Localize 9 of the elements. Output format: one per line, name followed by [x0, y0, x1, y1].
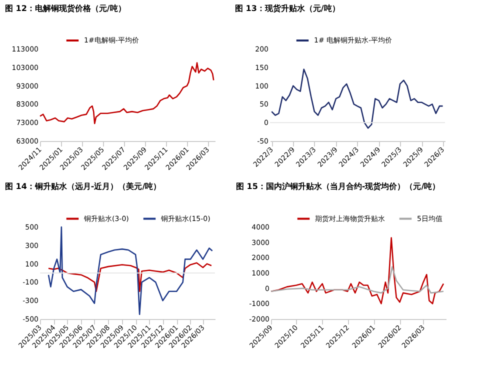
line-series — [270, 266, 444, 294]
line-series — [48, 226, 213, 316]
chart-title: 图 12：电解铜现货价格（元/吨） — [5, 4, 126, 13]
line-series — [39, 62, 214, 124]
chart-title: 图 13：现货升贴水（元/吨） — [235, 4, 340, 13]
chart-title: 图 15：国内沪铜升贴水（当月合约-现货均价）（元/吨） — [236, 181, 440, 191]
line-series — [270, 68, 444, 129]
line-series — [48, 262, 212, 292]
chart-title: 图 14：铜升贴水（远月-近月）（美元/吨） — [5, 181, 162, 191]
